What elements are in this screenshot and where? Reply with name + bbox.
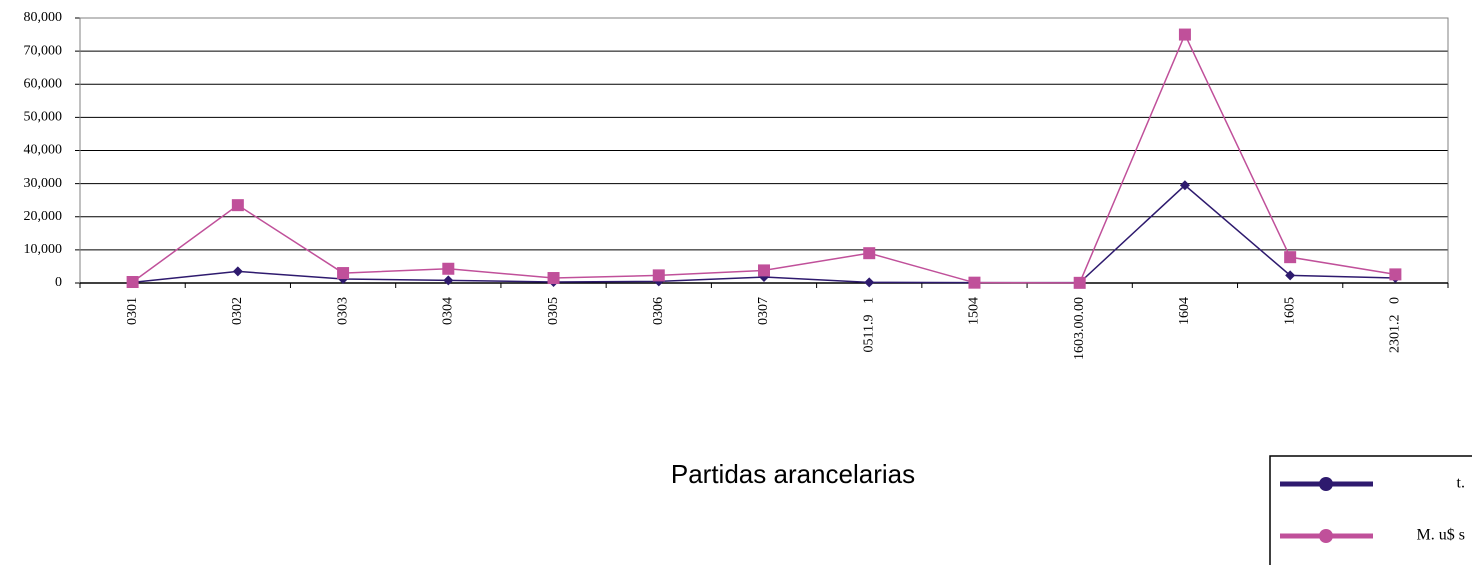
marker bbox=[443, 275, 454, 286]
marker bbox=[231, 199, 244, 212]
x-tick-label: 0307 bbox=[756, 297, 771, 325]
marker bbox=[1285, 270, 1296, 281]
legend-marker bbox=[1319, 477, 1333, 491]
y-tick-label: 50,000 bbox=[24, 110, 63, 125]
y-tick-label: 0 bbox=[55, 275, 62, 290]
x-tick-label: 2301.2 0 bbox=[1388, 297, 1403, 353]
marker bbox=[232, 266, 243, 277]
x-tick-label: 0303 bbox=[335, 297, 350, 325]
legend-label: t. bbox=[1457, 475, 1465, 492]
x-tick-label: 0304 bbox=[441, 297, 456, 325]
marker bbox=[758, 264, 770, 277]
marker bbox=[863, 247, 876, 260]
legend-label: M. u$ s bbox=[1417, 527, 1465, 544]
y-tick-label: 10,000 bbox=[24, 242, 63, 257]
x-axis-title: Partidas arancelarias bbox=[671, 459, 915, 489]
marker bbox=[126, 276, 139, 289]
x-tick-label: 0306 bbox=[651, 297, 666, 325]
marker bbox=[1178, 28, 1191, 41]
x-tick-label: 0301 bbox=[125, 297, 140, 325]
x-tick-label: 0302 bbox=[230, 297, 245, 325]
x-tick-label: 1504 bbox=[967, 297, 982, 325]
x-tick-label: 1604 bbox=[1177, 297, 1192, 325]
x-tick-label: 0511.9 1 bbox=[861, 297, 876, 352]
y-tick-label: 70,000 bbox=[24, 43, 63, 58]
marker bbox=[442, 262, 455, 275]
marker bbox=[1179, 180, 1190, 191]
marker bbox=[1284, 251, 1297, 264]
y-tick-label: 80,000 bbox=[24, 10, 63, 25]
marker bbox=[652, 269, 665, 282]
marker bbox=[1389, 268, 1402, 281]
y-tick-label: 20,000 bbox=[24, 209, 63, 224]
marker bbox=[547, 272, 560, 285]
marker bbox=[968, 276, 981, 289]
legend-box bbox=[1269, 455, 1472, 565]
x-tick-label: 0305 bbox=[546, 297, 561, 325]
marker bbox=[864, 277, 875, 288]
y-tick-label: 40,000 bbox=[24, 143, 63, 158]
x-tick-label: 1605 bbox=[1282, 297, 1297, 325]
y-tick-label: 30,000 bbox=[24, 176, 63, 191]
marker bbox=[337, 267, 350, 280]
x-tick-label: 1603.00.00 bbox=[1072, 297, 1087, 360]
legend-marker bbox=[1319, 529, 1333, 543]
y-tick-label: 60,000 bbox=[24, 76, 63, 91]
marker bbox=[1073, 276, 1086, 289]
